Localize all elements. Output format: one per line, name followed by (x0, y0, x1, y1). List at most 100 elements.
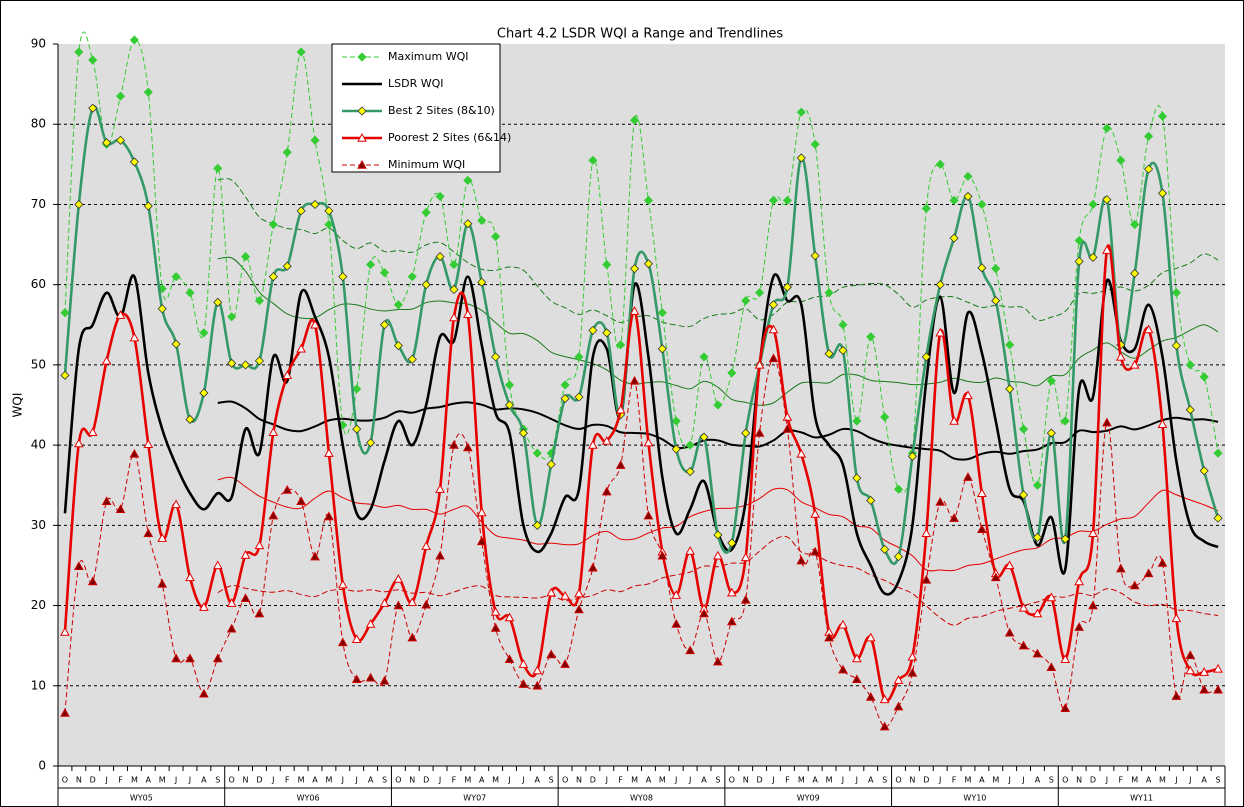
point (1088, 199, 1098, 210)
point (199, 602, 209, 611)
x-tick-label: J (1021, 776, 1024, 785)
point (351, 674, 362, 684)
point (366, 260, 376, 270)
x-tick-label: J (855, 776, 858, 785)
point (240, 549, 251, 559)
point (602, 260, 612, 270)
point (476, 536, 487, 546)
point (101, 496, 112, 505)
point (699, 432, 709, 442)
point (282, 485, 293, 494)
point (504, 654, 515, 664)
point (893, 701, 904, 711)
trendline (217, 178, 1219, 328)
point (1074, 622, 1084, 631)
point (824, 632, 834, 642)
x-tick-label: O (395, 776, 401, 785)
point (87, 576, 98, 586)
point (560, 380, 570, 390)
point (60, 370, 70, 380)
point (880, 412, 890, 422)
series-line (64, 31, 1219, 494)
point (491, 231, 501, 242)
x-tick-label: F (785, 776, 790, 785)
point (546, 649, 557, 659)
y-tick-label: 80 (31, 117, 46, 131)
point (282, 261, 292, 271)
x-tick-label: D (757, 776, 763, 785)
chart-title: Chart 4.2 LSDR WQI a Range and Trendline… (497, 27, 783, 42)
point (727, 368, 737, 378)
point (949, 513, 959, 522)
y-tick-label: 10 (31, 678, 46, 692)
x-tick-label: D (90, 776, 96, 785)
point (740, 552, 751, 562)
point (991, 296, 1001, 306)
point (324, 448, 334, 457)
legend-label: LSDR WQI (388, 77, 444, 90)
x-tick-label: M (492, 776, 499, 785)
point (227, 358, 237, 368)
point (685, 467, 695, 477)
point (546, 587, 557, 597)
point (657, 344, 667, 354)
group-label: WY11 (1130, 794, 1153, 803)
x-tick-label: J (355, 776, 358, 785)
point (490, 606, 501, 616)
point (102, 138, 112, 148)
point (907, 451, 917, 461)
point (796, 107, 806, 117)
point (977, 199, 987, 210)
point (838, 619, 848, 629)
point (629, 115, 640, 125)
point (685, 440, 695, 450)
point (337, 637, 348, 647)
x-tick-label: A (201, 776, 207, 785)
point (421, 280, 431, 290)
point (379, 598, 390, 607)
point (921, 203, 931, 214)
point (560, 659, 570, 668)
point (268, 219, 278, 230)
point (963, 171, 973, 181)
point (893, 484, 904, 494)
point (740, 594, 751, 604)
point (357, 106, 367, 116)
point (240, 360, 251, 370)
group-label: WY09 (797, 794, 820, 803)
point (1171, 341, 1181, 351)
point (1046, 376, 1056, 386)
point (629, 264, 640, 274)
x-tick-label: N (409, 776, 415, 785)
point (991, 264, 1001, 274)
x-tick-label: A (479, 776, 485, 785)
y-tick-label: 90 (31, 37, 46, 51)
point (588, 562, 598, 572)
point (629, 375, 640, 385)
group-label: WY10 (963, 794, 986, 803)
point (352, 384, 362, 394)
point (713, 550, 723, 560)
point (143, 201, 153, 211)
point (226, 623, 237, 633)
y-tick-label: 0 (38, 759, 46, 773)
point (643, 259, 654, 269)
x-tick-label: M (631, 776, 638, 785)
point (616, 340, 626, 350)
point (1088, 600, 1098, 610)
x-tick-label: M (992, 776, 999, 785)
group-label: WY08 (630, 794, 653, 803)
x-tick-label: A (701, 776, 707, 785)
plot-area (58, 44, 1225, 766)
x-tick-label: M (131, 776, 138, 785)
x-tick-label: J (341, 776, 344, 785)
x-tick-label: N (76, 776, 82, 785)
point (407, 597, 418, 607)
point (949, 195, 959, 205)
point (393, 574, 404, 583)
point (357, 132, 367, 142)
point (171, 499, 181, 509)
point (1143, 324, 1154, 334)
point (602, 328, 612, 338)
